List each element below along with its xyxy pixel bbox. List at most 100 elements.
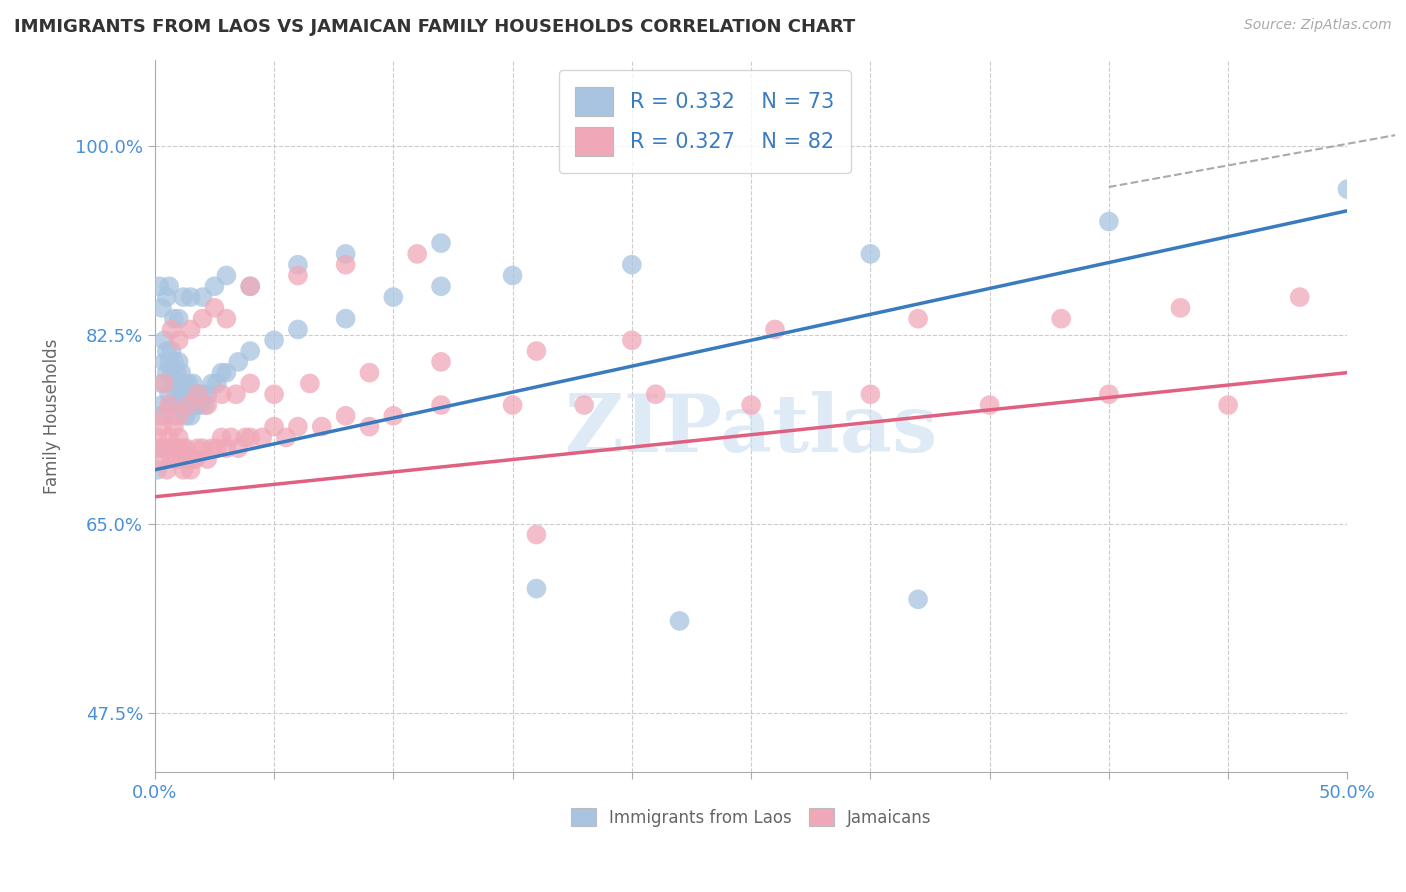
Point [263, 333, 285, 347]
Point [201, 441, 224, 455]
Point [156, 463, 179, 477]
Point [502, 268, 524, 283]
Point [763, 322, 786, 336]
Point [180, 322, 202, 336]
Point [149, 441, 172, 455]
Point [215, 366, 238, 380]
Point [907, 592, 929, 607]
Point [502, 398, 524, 412]
Legend: Immigrants from Laos, Jamaicans: Immigrants from Laos, Jamaicans [562, 800, 939, 835]
Point [1098, 387, 1121, 401]
Point [359, 419, 381, 434]
Point [287, 258, 309, 272]
Point [1050, 311, 1073, 326]
Point [157, 430, 180, 444]
Point [167, 430, 190, 444]
Point [156, 441, 179, 455]
Point [157, 387, 180, 401]
Point [160, 452, 183, 467]
Point [382, 409, 405, 423]
Point [149, 409, 172, 423]
Point [859, 247, 882, 261]
Point [335, 311, 357, 326]
Point [167, 441, 190, 455]
Point [156, 344, 179, 359]
Point [177, 398, 200, 412]
Point [1336, 182, 1358, 196]
Point [620, 333, 643, 347]
Point [211, 366, 233, 380]
Point [219, 430, 242, 444]
Point [239, 376, 262, 391]
Point [194, 398, 217, 412]
Point [859, 387, 882, 401]
Point [526, 527, 548, 541]
Point [163, 311, 186, 326]
Point [146, 463, 169, 477]
Point [211, 387, 233, 401]
Point [287, 322, 309, 336]
Point [1288, 290, 1310, 304]
Point [191, 290, 214, 304]
Point [150, 301, 173, 315]
Point [167, 355, 190, 369]
Point [165, 452, 187, 467]
Point [382, 290, 405, 304]
Point [239, 344, 262, 359]
Point [287, 419, 309, 434]
Text: ZIPatlas: ZIPatlas [565, 391, 938, 469]
Point [163, 409, 186, 423]
Point [153, 333, 176, 347]
Point [215, 441, 238, 455]
Point [165, 366, 187, 380]
Point [335, 258, 357, 272]
Point [180, 290, 202, 304]
Point [167, 376, 190, 391]
Point [150, 441, 173, 455]
Point [298, 376, 321, 391]
Point [157, 355, 180, 369]
Y-axis label: Family Households: Family Households [44, 338, 60, 493]
Point [239, 279, 262, 293]
Point [205, 441, 228, 455]
Point [263, 419, 285, 434]
Point [167, 311, 190, 326]
Point [263, 387, 285, 401]
Point [180, 409, 202, 423]
Point [163, 419, 186, 434]
Text: IMMIGRANTS FROM LAOS VS JAMAICAN FAMILY HOUSEHOLDS CORRELATION CHART: IMMIGRANTS FROM LAOS VS JAMAICAN FAMILY … [14, 18, 855, 36]
Point [359, 366, 381, 380]
Point [430, 355, 453, 369]
Point [172, 441, 194, 455]
Point [215, 311, 238, 326]
Point [167, 398, 190, 412]
Point [215, 268, 238, 283]
Point [180, 387, 202, 401]
Point [181, 376, 204, 391]
Point [149, 279, 172, 293]
Point [177, 452, 200, 467]
Point [226, 441, 249, 455]
Point [195, 398, 218, 412]
Point [160, 366, 183, 380]
Point [430, 236, 453, 251]
Point [406, 247, 429, 261]
Point [335, 409, 357, 423]
Point [430, 279, 453, 293]
Point [287, 268, 309, 283]
Point [184, 398, 207, 412]
Point [979, 398, 1001, 412]
Point [174, 409, 197, 423]
Point [201, 376, 224, 391]
Point [225, 387, 247, 401]
Point [250, 430, 273, 444]
Point [572, 398, 595, 412]
Point [150, 376, 173, 391]
Point [167, 409, 190, 423]
Point [187, 441, 209, 455]
Point [153, 409, 176, 423]
Point [187, 387, 209, 401]
Point [740, 398, 762, 412]
Point [160, 398, 183, 412]
Point [907, 311, 929, 326]
